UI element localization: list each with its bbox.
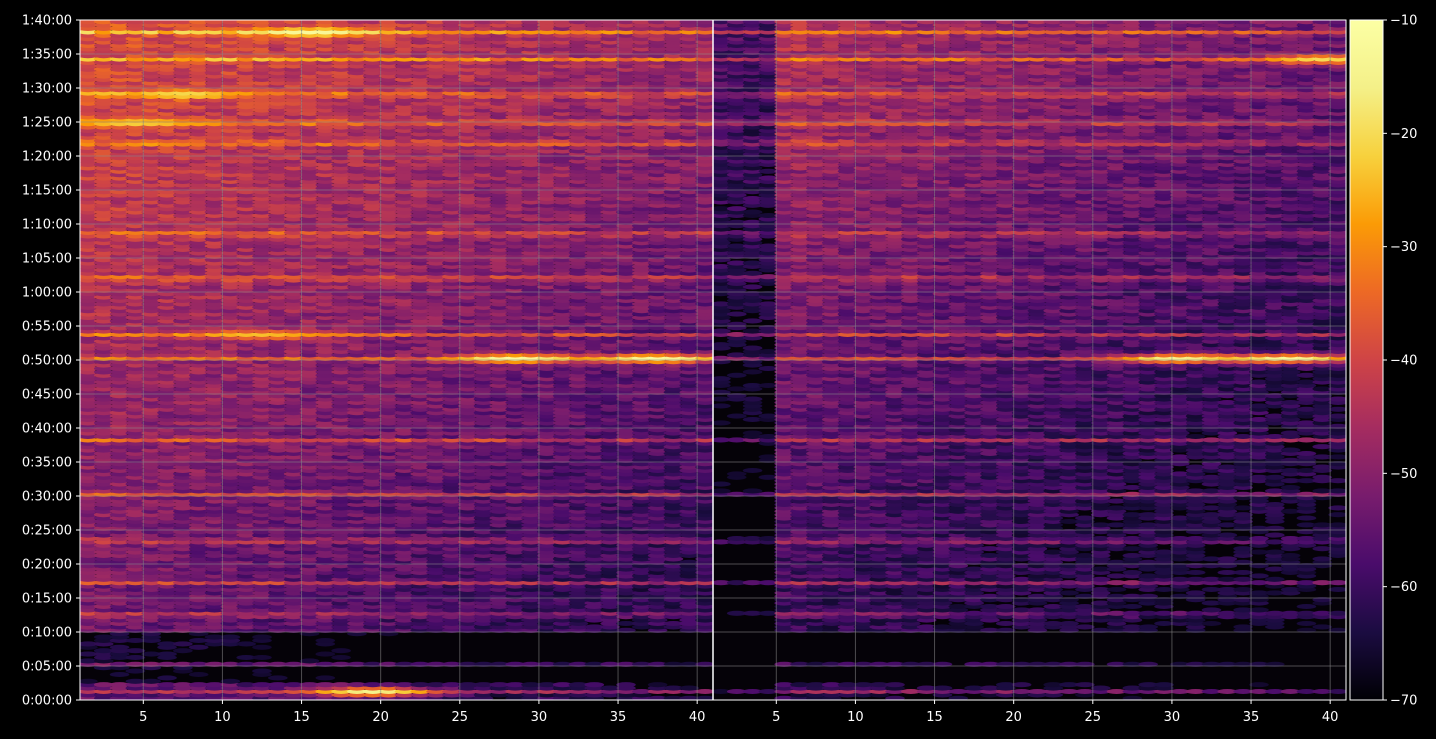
heatmap-cell	[157, 682, 177, 688]
heatmap-cell	[188, 671, 209, 678]
heatmap-cell	[109, 671, 130, 678]
heatmap-cell	[109, 644, 130, 650]
heatmap-cell	[80, 678, 98, 684]
heatmap-cell	[315, 637, 336, 644]
heatmap-cell	[125, 678, 146, 684]
heatmap-cell	[80, 20, 98, 25]
heatmap-cell	[93, 682, 114, 688]
heatmap-cell	[236, 641, 256, 647]
heatmap-cell	[173, 641, 193, 647]
heatmap-cell	[188, 644, 209, 650]
heatmap-cell	[125, 637, 146, 644]
heatmap-cell	[93, 648, 114, 654]
heatmap-cell	[331, 648, 351, 654]
heatmap-cell	[299, 658, 320, 664]
heatmap-panel-left	[80, 20, 713, 700]
heatmap-cell	[220, 634, 241, 640]
heatmap-cell	[252, 644, 272, 650]
heatmap-cell	[125, 648, 146, 654]
heatmap-cell	[125, 654, 146, 661]
heatmap-cell	[93, 20, 114, 25]
heatmap-cell	[331, 654, 351, 661]
heatmap-cell	[252, 668, 272, 674]
heatmap-cell	[252, 654, 272, 661]
heatmap-cell	[93, 634, 114, 640]
heatmap-cell	[141, 678, 162, 684]
heatmap-cell	[125, 668, 146, 674]
heatmap-cell	[157, 651, 177, 657]
heatmap-cell	[173, 648, 193, 654]
heatmap-cell	[80, 651, 98, 657]
heatmap-cell	[315, 675, 336, 681]
heatmap-cell	[157, 675, 177, 681]
heatmap-cell	[315, 651, 336, 657]
heatmap-cell	[109, 682, 130, 688]
heatmap-cell	[80, 641, 98, 647]
heatmap-cell	[141, 20, 162, 25]
heatmap-cell	[268, 675, 288, 681]
heatmap-cell	[109, 20, 130, 25]
heatmap-cell	[125, 20, 146, 25]
heatmap-cell	[141, 651, 162, 657]
heatmap-cell	[220, 678, 241, 684]
heatmap-cell	[252, 634, 272, 640]
heatmap-cell	[80, 658, 98, 664]
heatmap-cell	[157, 641, 177, 647]
